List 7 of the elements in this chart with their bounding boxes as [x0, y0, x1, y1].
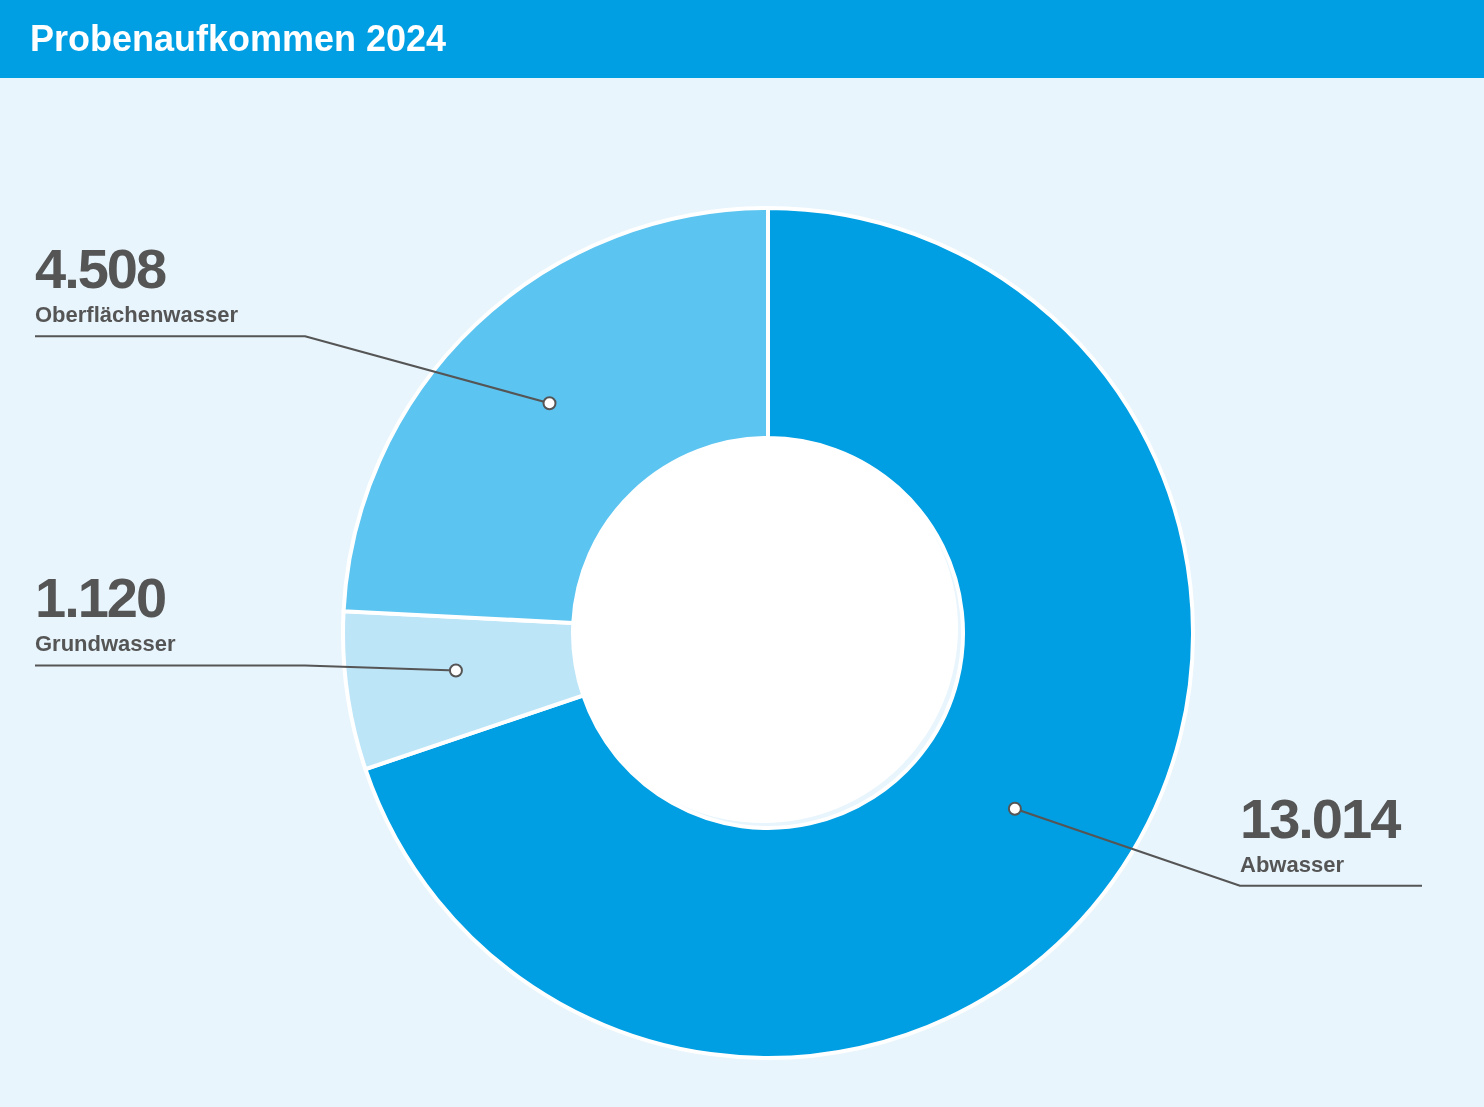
slice-label: Abwasser	[1240, 851, 1345, 877]
chart-title: Probenaufkommen 2024	[30, 18, 447, 60]
data-label: 13.014	[1240, 786, 1402, 850]
slice-label: Grundwasser	[35, 631, 177, 657]
data-label: 1.120	[35, 566, 166, 630]
slice-label: Oberflächenwasser	[35, 302, 239, 328]
data-label: 4.508	[35, 237, 166, 301]
